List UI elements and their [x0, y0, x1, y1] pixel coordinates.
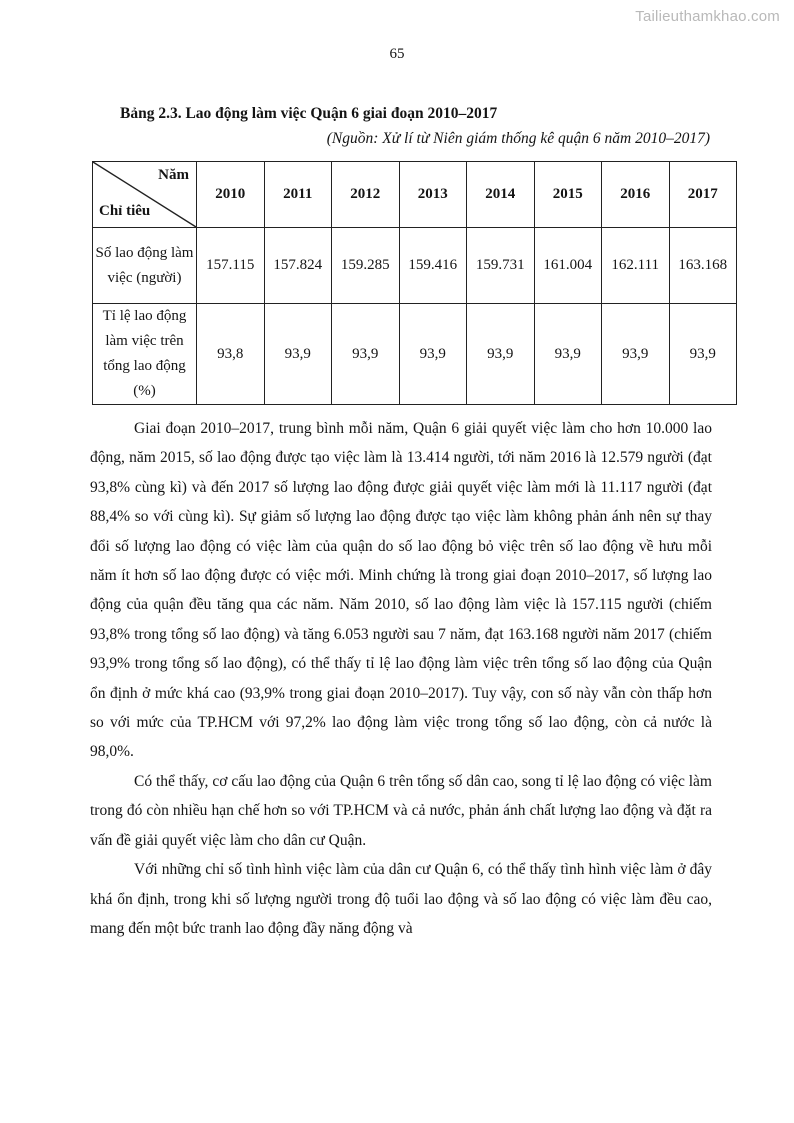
table-cell: 162.111 — [601, 227, 670, 304]
table-cell: 157.115 — [196, 227, 265, 304]
corner-label-year: Năm — [158, 167, 189, 183]
table-cell: 157.824 — [263, 227, 332, 304]
table-row-workers: Số lao động làm việc (người) 157.115 157… — [92, 227, 737, 304]
table-cell: 93,9 — [533, 303, 602, 405]
year-header: 2012 — [331, 161, 400, 228]
row-label: Tỉ lệ lao động làm việc trên tổng lao độ… — [92, 303, 197, 405]
year-header: 2013 — [398, 161, 467, 228]
year-header: 2016 — [601, 161, 670, 228]
table-cell: 93,9 — [668, 303, 737, 405]
table-cell: 93,9 — [601, 303, 670, 405]
table-cell: 159.285 — [331, 227, 400, 304]
year-header: 2010 — [196, 161, 265, 228]
corner-label-criteria: Chỉ tiêu — [99, 203, 151, 219]
year-header: 2017 — [668, 161, 737, 228]
table-caption: Bảng 2.3. Lao động làm việc Quận 6 giai … — [120, 105, 498, 122]
paragraph-1: Giai đoạn 2010–2017, trung bình mỗi năm,… — [90, 420, 712, 761]
paragraph-3: Với những chỉ số tình hình việc làm của … — [90, 861, 712, 937]
year-header: 2015 — [533, 161, 602, 228]
table-row-rate: Tỉ lệ lao động làm việc trên tổng lao độ… — [92, 303, 737, 405]
watermark: Tailieuthamkhao.com — [635, 8, 780, 25]
table-cell: 93,8 — [196, 303, 265, 405]
table-cell: 159.416 — [398, 227, 467, 304]
paragraph-2: Có thể thấy, cơ cấu lao động của Quận 6 … — [90, 772, 712, 849]
year-header: 2011 — [263, 161, 332, 228]
table-cell: 163.168 — [668, 227, 737, 304]
table-cell: 93,9 — [466, 303, 535, 405]
table-cell: 93,9 — [398, 303, 467, 405]
table-cell: 159.731 — [466, 227, 535, 304]
table-header-row: Năm Chỉ tiêu 2010 2011 2012 2013 2014 20… — [92, 161, 737, 228]
data-table: Năm Chỉ tiêu 2010 2011 2012 2013 2014 20… — [92, 161, 737, 405]
corner-cell: Năm Chỉ tiêu — [92, 161, 197, 228]
diagonal-line — [93, 162, 196, 227]
year-header: 2014 — [466, 161, 535, 228]
body-text: Giai đoạn 2010–2017, trung bình mỗi năm,… — [90, 414, 712, 943]
table-source: (Nguồn: Xử lí từ Niên giám thống kê quận… — [326, 130, 710, 147]
table-cell: 93,9 — [263, 303, 332, 405]
row-label: Số lao động làm việc (người) — [92, 227, 197, 304]
table-cell: 93,9 — [331, 303, 400, 405]
page-number: 65 — [389, 46, 405, 62]
table-cell: 161.004 — [533, 227, 602, 304]
